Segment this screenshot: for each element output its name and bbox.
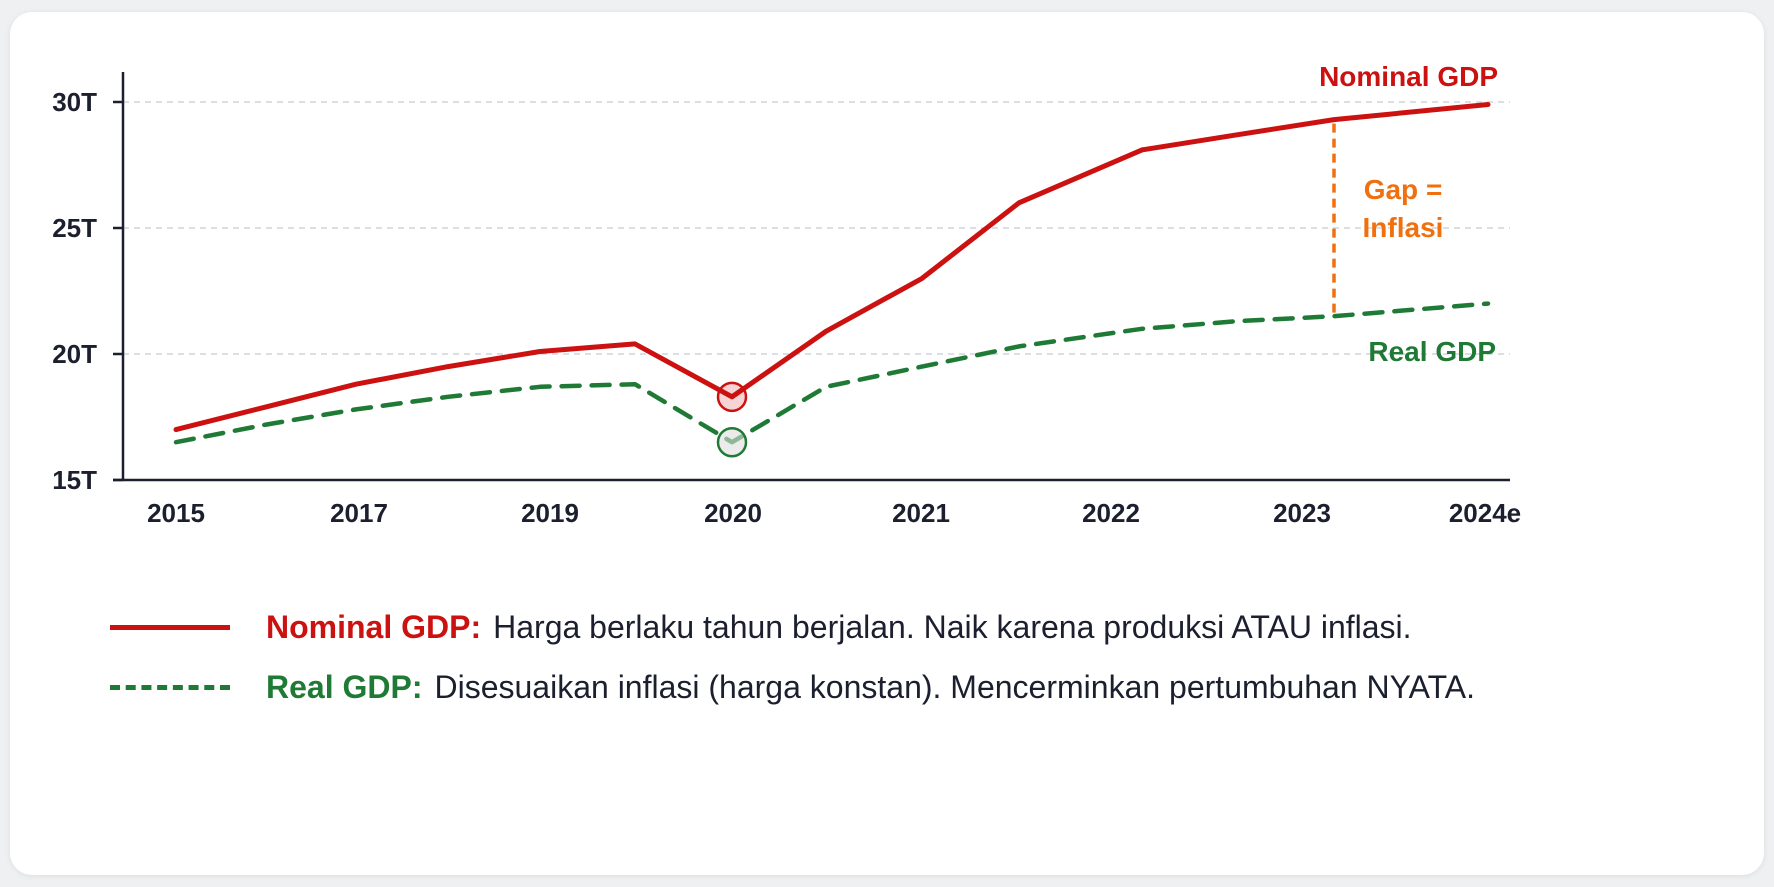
legend-item-nominal: Nominal GDP: Harga berlaku tahun berjala… — [110, 602, 1710, 652]
x-tick-label-2021: 2021 — [892, 498, 950, 528]
nominal-line-label: Nominal GDP — [1319, 61, 1498, 92]
x-tick-label-2019: 2019 — [521, 498, 579, 528]
legend-desc-nominal: Harga berlaku tahun berjalan. Naik karen… — [493, 608, 1412, 645]
real-highlight-marker — [716, 426, 748, 458]
gdp-line-chart: 15T 20T 25T 30T 2015 2017 2019 2020 2021 2022 2023… — [52, 61, 1521, 528]
gap-annotation-text-1: Gap = — [1364, 174, 1443, 205]
legend-name-real: Real GDP: — [266, 668, 423, 705]
axis-layer: 15T 20T 25T 30T 2015 2017 2019 2020 2021 2022 2023… — [52, 72, 1521, 528]
legend-desc-real: Disesuaikan inflasi (harga konstan). Men… — [434, 668, 1475, 705]
y-tick-label-15T: 15T — [52, 465, 97, 495]
marker-layer — [716, 381, 748, 458]
y-tick-label-30T: 30T — [52, 87, 97, 117]
real-line-label: Real GDP — [1368, 336, 1496, 367]
nominal-highlight-marker — [716, 381, 748, 413]
legend-swatch-nominal — [110, 624, 230, 630]
nominal-gdp-line — [173, 102, 1491, 433]
chart-card: 15T 20T 25T 30T 2015 2017 2019 2020 2021 2022 2023… — [10, 12, 1764, 875]
x-tick-label-2015: 2015 — [147, 498, 205, 528]
real-gdp-line — [173, 301, 1491, 445]
legend-swatch-real — [110, 684, 230, 690]
y-tick-label-25T: 25T — [52, 213, 97, 243]
annotation-layer: Gap = Inflasi Nominal GDP Real GDP — [1319, 61, 1498, 367]
x-tick-label-2024e: 2024e — [1449, 498, 1521, 528]
x-tick-label-2023: 2023 — [1273, 498, 1331, 528]
y-tick-label-20T: 20T — [52, 339, 97, 369]
legend-name-nominal: Nominal GDP: — [266, 608, 482, 645]
legend-item-real: Real GDP: Disesuaikan inflasi (harga kon… — [110, 662, 1710, 712]
series-layer — [173, 102, 1491, 445]
x-tick-label-2020: 2020 — [704, 498, 762, 528]
x-tick-label-2022: 2022 — [1082, 498, 1140, 528]
x-tick-label-2017: 2017 — [330, 498, 388, 528]
gap-annotation-text-2: Inflasi — [1363, 212, 1444, 243]
grid-layer — [123, 101, 1510, 355]
